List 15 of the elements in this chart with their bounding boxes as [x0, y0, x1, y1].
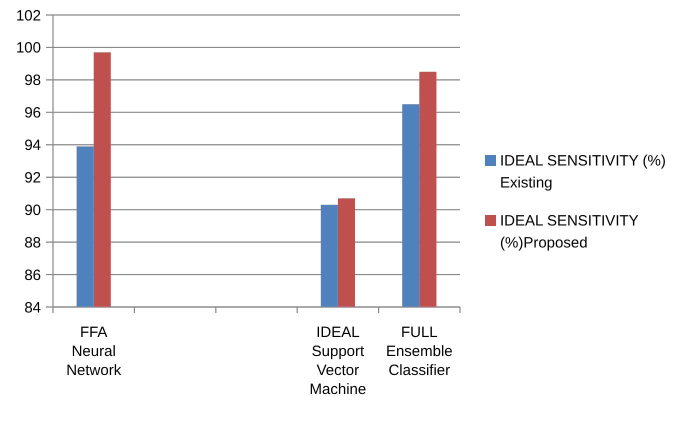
- y-tick-label: 86: [24, 266, 41, 284]
- y-tick-label: 90: [24, 202, 41, 219]
- y-tick-label: 100: [16, 40, 41, 57]
- y-tick-label: 92: [24, 169, 41, 186]
- y-tick-label: 98: [24, 72, 41, 90]
- y-tick-label: 96: [24, 104, 41, 122]
- legend-label: IDEAL SENSITIVITY (%) Existing: [500, 152, 666, 192]
- x-tick-label: FULL Ensemble Classifier: [386, 324, 453, 379]
- y-tick-label: 102: [16, 7, 41, 24]
- x-tick-label: FFA Neural Network: [66, 324, 122, 379]
- legend-label: IDEAL SENSITIVITY (%)Proposed: [500, 212, 639, 252]
- y-tick-label: 88: [24, 234, 41, 252]
- y-tick-label: 94: [24, 137, 41, 154]
- y-tick-label: 84: [24, 299, 41, 316]
- x-tick-label: IDEAL Support Vector Machine: [310, 324, 366, 398]
